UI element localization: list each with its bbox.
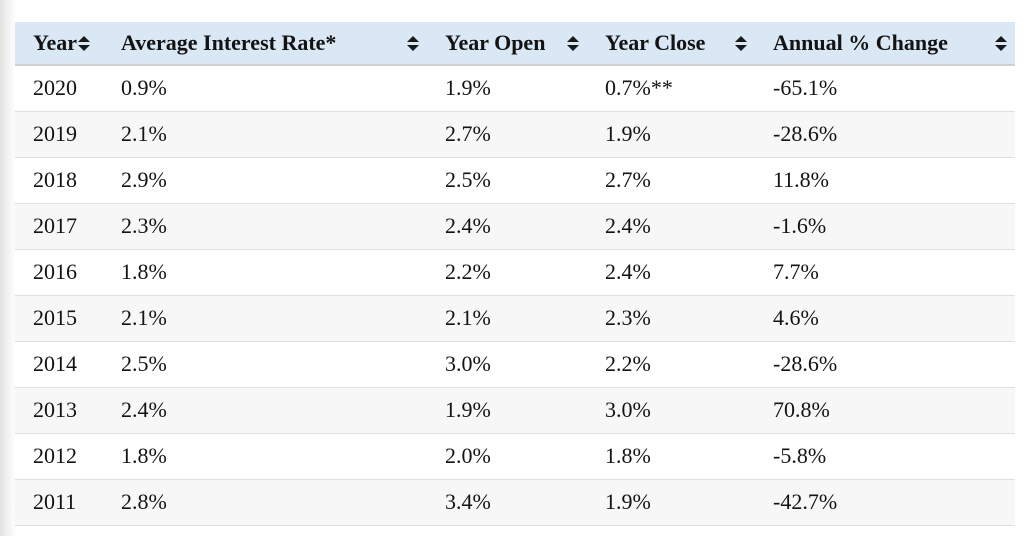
column-label: Year Open <box>445 30 546 55</box>
cell-year: 2015 <box>15 295 103 342</box>
cell-annual-percent-change: -42.7% <box>755 479 1015 526</box>
cell-year-open: 2.4% <box>427 203 587 250</box>
cell-year-close: 2.7% <box>587 157 755 204</box>
sort-up-arrow-icon <box>77 35 90 42</box>
cell-year-open: 1.9% <box>427 387 587 434</box>
cell-average-interest-rate: 2.5% <box>103 341 427 388</box>
table-row: 2013 2.4% 1.9% 3.0% 70.8% <box>15 387 1015 434</box>
cell-year: 2020 <box>15 65 103 112</box>
table-row: 2016 1.8% 2.2% 2.4% 7.7% <box>15 249 1015 296</box>
cell-year-close: 1.9% <box>587 111 755 158</box>
sort-down-arrow-icon <box>735 44 747 51</box>
cell-year-open: 1.9% <box>427 65 587 112</box>
cell-year: 2014 <box>15 341 103 388</box>
cell-average-interest-rate: 0.9% <box>103 65 427 112</box>
sort-icon[interactable] <box>735 35 747 51</box>
sort-icon[interactable] <box>567 35 579 51</box>
cell-year-open: 3.4% <box>427 479 587 526</box>
cell-year: 2017 <box>15 203 103 250</box>
column-header-year-close[interactable]: Year Close <box>587 22 755 66</box>
cell-average-interest-rate: 1.8% <box>103 249 427 296</box>
cell-annual-percent-change: 11.8% <box>755 157 1015 204</box>
cell-average-interest-rate: 2.1% <box>103 295 427 342</box>
table-row: 2014 2.5% 3.0% 2.2% -28.6% <box>15 341 1015 388</box>
sort-up-arrow-icon <box>995 35 1007 42</box>
cell-average-interest-rate: 2.1% <box>103 111 427 158</box>
cell-annual-percent-change: 70.8% <box>755 387 1015 434</box>
header-row: Year Average Interest Rate* Year Open <box>15 22 1015 66</box>
cell-annual-percent-change: -28.6% <box>755 341 1015 388</box>
column-header-year-open[interactable]: Year Open <box>427 22 587 66</box>
interest-rate-table: Year Average Interest Rate* Year Open <box>15 22 1015 526</box>
cell-year-close: 1.9% <box>587 479 755 526</box>
cell-year: 2012 <box>15 433 103 480</box>
cell-annual-percent-change: 7.7% <box>755 249 1015 296</box>
cell-year: 2019 <box>15 111 103 158</box>
cell-average-interest-rate: 2.3% <box>103 203 427 250</box>
cell-average-interest-rate: 2.4% <box>103 387 427 434</box>
sort-down-arrow-icon <box>77 44 90 51</box>
table-row: 2017 2.3% 2.4% 2.4% -1.6% <box>15 203 1015 250</box>
sort-up-arrow-icon <box>735 35 747 42</box>
cell-year-close: 2.4% <box>587 203 755 250</box>
sort-icon[interactable] <box>995 35 1007 51</box>
sort-up-arrow-icon <box>567 35 579 42</box>
cell-year-open: 2.0% <box>427 433 587 480</box>
sort-down-arrow-icon <box>995 44 1007 51</box>
column-header-year[interactable]: Year <box>15 22 103 66</box>
column-header-average-interest-rate[interactable]: Average Interest Rate* <box>103 22 427 66</box>
cell-year-close: 1.8% <box>587 433 755 480</box>
table-header: Year Average Interest Rate* Year Open <box>15 22 1015 66</box>
cell-year-open: 2.1% <box>427 295 587 342</box>
table-row: 2019 2.1% 2.7% 1.9% -28.6% <box>15 111 1015 158</box>
sort-icon[interactable] <box>407 35 419 51</box>
cell-average-interest-rate: 2.8% <box>103 479 427 526</box>
cell-year-close: 3.0% <box>587 387 755 434</box>
table-row: 2012 1.8% 2.0% 1.8% -5.8% <box>15 433 1015 480</box>
table-row: 2011 2.8% 3.4% 1.9% -42.7% <box>15 479 1015 526</box>
cell-annual-percent-change: -65.1% <box>755 65 1015 112</box>
cell-year-close: 2.4% <box>587 249 755 296</box>
sort-down-arrow-icon <box>567 44 579 51</box>
sort-down-arrow-icon <box>407 44 419 51</box>
cell-year: 2013 <box>15 387 103 434</box>
table-row: 2015 2.1% 2.1% 2.3% 4.6% <box>15 295 1015 342</box>
cell-year: 2018 <box>15 157 103 204</box>
sort-icon[interactable] <box>77 35 90 51</box>
cell-year-open: 2.7% <box>427 111 587 158</box>
column-label: Average Interest Rate* <box>121 30 337 55</box>
cell-year-open: 3.0% <box>427 341 587 388</box>
cell-year: 2016 <box>15 249 103 296</box>
table-body: 2020 0.9% 1.9% 0.7%** -65.1% 2019 2.1% 2… <box>15 65 1015 526</box>
column-label: Year Close <box>605 30 706 55</box>
column-label: Annual % Change <box>773 30 948 55</box>
cell-annual-percent-change: -5.8% <box>755 433 1015 480</box>
cell-year-close: 2.2% <box>587 341 755 388</box>
cell-year-open: 2.5% <box>427 157 587 204</box>
left-scroll-shadow <box>0 0 16 536</box>
cell-year: 2011 <box>15 479 103 526</box>
cell-average-interest-rate: 2.9% <box>103 157 427 204</box>
cell-year-open: 2.2% <box>427 249 587 296</box>
cell-annual-percent-change: 4.6% <box>755 295 1015 342</box>
cell-average-interest-rate: 1.8% <box>103 433 427 480</box>
sort-up-arrow-icon <box>407 35 419 42</box>
cell-year-close: 2.3% <box>587 295 755 342</box>
column-label: Year <box>33 30 77 55</box>
column-header-annual-percent-change[interactable]: Annual % Change <box>755 22 1015 66</box>
table-row: 2020 0.9% 1.9% 0.7%** -65.1% <box>15 65 1015 112</box>
cell-annual-percent-change: -28.6% <box>755 111 1015 158</box>
cell-annual-percent-change: -1.6% <box>755 203 1015 250</box>
table-row: 2018 2.9% 2.5% 2.7% 11.8% <box>15 157 1015 204</box>
cell-year-close: 0.7%** <box>587 65 755 112</box>
